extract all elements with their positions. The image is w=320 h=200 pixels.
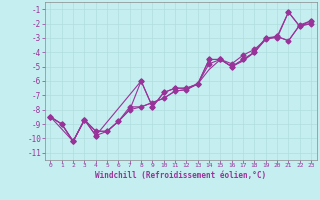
X-axis label: Windchill (Refroidissement éolien,°C): Windchill (Refroidissement éolien,°C) (95, 171, 266, 180)
